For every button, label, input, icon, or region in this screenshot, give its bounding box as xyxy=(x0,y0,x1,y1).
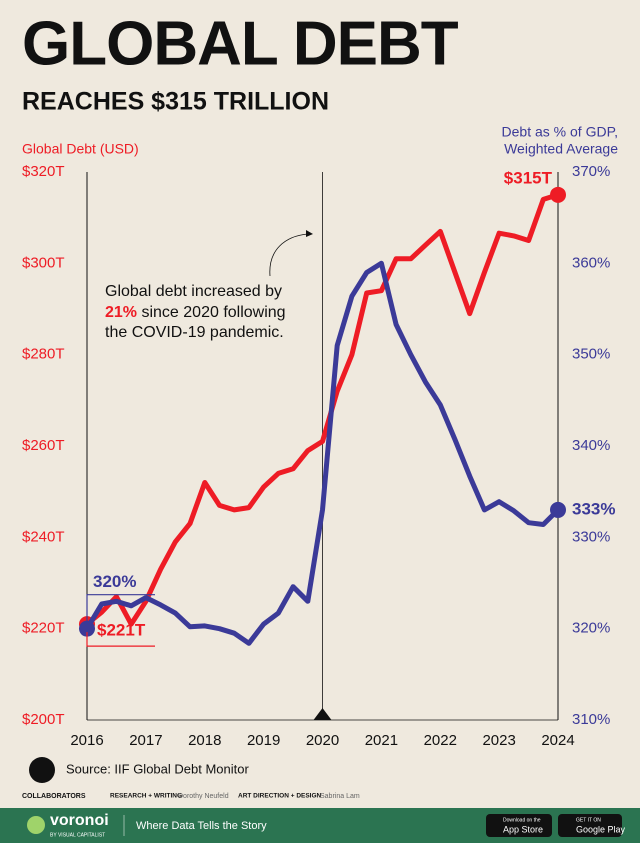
source-icon xyxy=(29,757,55,783)
y2-tick-label: 350% xyxy=(572,346,610,363)
y-tick-label: $300T xyxy=(22,254,65,271)
y-tick-label: $240T xyxy=(22,528,65,545)
y-axis-label: Global Debt (USD) xyxy=(22,141,139,157)
x-tick-label: 2022 xyxy=(424,732,457,749)
end-point xyxy=(550,186,566,203)
y-tick-label: $260T xyxy=(22,437,65,454)
x-tick-label: 2023 xyxy=(482,732,515,749)
google-play-button[interactable] xyxy=(558,814,622,837)
annotation-highlight: 21% xyxy=(105,304,137,321)
annotation-text: the COVID-19 pandemic. xyxy=(105,324,284,341)
x-tick-label: 2021 xyxy=(365,732,398,749)
x-tick-label: 2018 xyxy=(188,732,221,749)
value-label: $221T xyxy=(97,621,146,640)
x-tick-label: 2024 xyxy=(541,732,574,749)
credits: COLLABORATORS xyxy=(22,793,86,800)
y2-axis-label: Debt as % of GDP, xyxy=(502,124,618,140)
series-line xyxy=(84,260,560,646)
y2-tick-label: 320% xyxy=(572,620,610,637)
y2-tick-label: 310% xyxy=(572,711,610,728)
x-tick-label: 2020 xyxy=(306,732,339,749)
y-tick-label: $320T xyxy=(22,163,65,180)
value-label: 333% xyxy=(572,499,615,518)
brand-logo xyxy=(27,816,45,834)
app-store-small: Download on the xyxy=(503,817,541,823)
x-tick-label: 2016 xyxy=(70,732,103,749)
brand: voronoi xyxy=(50,812,109,829)
app-store-button[interactable] xyxy=(486,814,552,837)
annotation-text: Global debt increased by xyxy=(105,283,282,300)
chart-subtitle: REACHES $315 TRILLION xyxy=(22,88,329,116)
y2-tick-label: 360% xyxy=(572,254,610,271)
x-tick-label: 2017 xyxy=(129,732,162,749)
credits: RESEARCH + WRITING xyxy=(110,793,182,800)
value-label: 320% xyxy=(93,572,136,591)
y-tick-label: $220T xyxy=(22,620,65,637)
y2-tick-label: 370% xyxy=(572,163,610,180)
credits: Dorothy Neufeld xyxy=(178,793,229,800)
y-tick-label: $200T xyxy=(22,711,65,728)
x-tick-label: 2019 xyxy=(247,732,280,749)
credits: ART DIRECTION + DESIGN xyxy=(238,793,322,800)
google-play-small: GET IT ON xyxy=(576,817,601,823)
end-point xyxy=(550,501,566,518)
label-leader xyxy=(86,632,155,647)
tagline: Where Data Tells the Story xyxy=(136,820,267,832)
source: Source: IIF Global Debt Monitor xyxy=(66,761,249,776)
annotation-text: since 2020 following xyxy=(137,304,286,321)
annotation-text: 21% since 2020 following xyxy=(105,304,286,321)
reference-marker xyxy=(313,708,332,720)
app-store-text: App Store xyxy=(503,824,543,834)
y2-axis-label: Weighted Average xyxy=(504,141,618,157)
brand-sub: BY VISUAL CAPITALIST xyxy=(50,832,105,838)
end-point xyxy=(79,620,95,637)
y2-tick-label: 330% xyxy=(572,528,610,545)
value-label: $315T xyxy=(504,168,553,187)
y-tick-label: $280T xyxy=(22,346,65,363)
y2-tick-label: 340% xyxy=(572,437,610,454)
credits: Sabrina Lam xyxy=(320,793,360,800)
annotation-arrow-head xyxy=(306,230,313,237)
chart-title: GLOBAL DEBT xyxy=(22,9,459,78)
annotation-arrow xyxy=(269,233,309,277)
annotation: Global debt increased by 21% since 2020 … xyxy=(105,283,286,341)
google-play-text: Google Play xyxy=(576,824,626,834)
label-leader xyxy=(86,594,155,621)
series-line xyxy=(85,192,559,627)
footer: Source: IIF Global Debt Monitor COLLABOR… xyxy=(0,757,640,843)
